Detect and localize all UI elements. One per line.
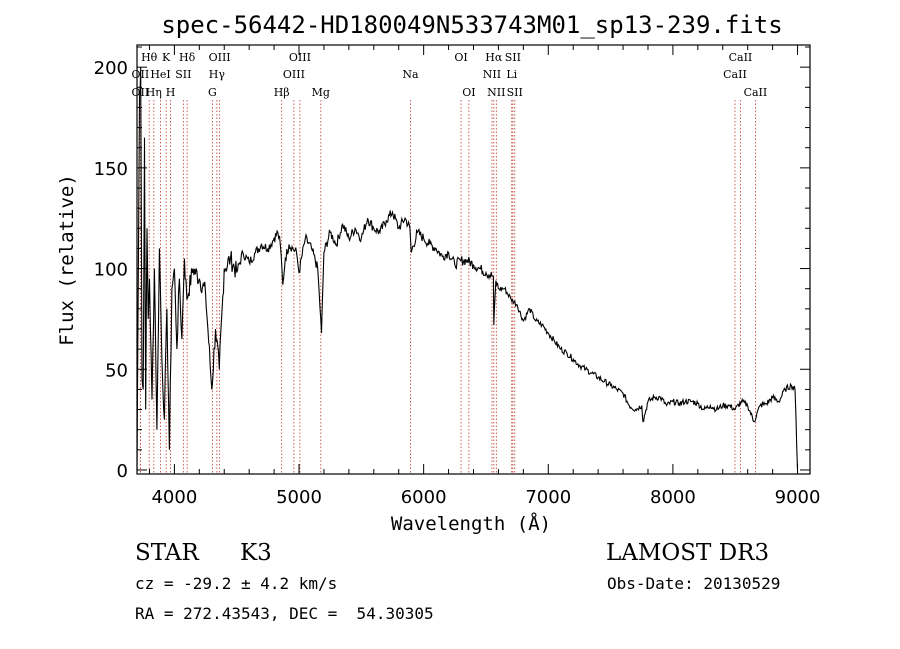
marker-label: Hα (485, 51, 503, 64)
marker-label: OIII (289, 51, 311, 64)
survey-label: LAMOST DR3 (606, 540, 769, 566)
object-subclass: K3 (240, 540, 272, 566)
spectral-line-labels: OII OII Hθ Hη HeI K H SII Hδ G Hγ OIII Hβ OIII OIII Mg N… (132, 51, 768, 99)
redshift-text: cz = -29.2 ± 4.2 km/s (135, 574, 337, 593)
chart-title: spec-56442-HD180049N533743M01_sp13-239.f… (161, 11, 782, 39)
marker-label: Hδ (179, 51, 196, 64)
y-tick-label: 200 (94, 58, 128, 79)
marker-label: OII (132, 68, 150, 81)
y-tick-label: 50 (105, 360, 128, 381)
marker-label: SII (175, 68, 191, 81)
x-tick-label: 9000 (775, 487, 821, 508)
y-axis-ticks: 0 50 100 150 200 (94, 46, 810, 482)
obs-date-text: Obs-Date: 20130529 (607, 574, 780, 593)
x-tick-label: 6000 (401, 487, 447, 508)
marker-label: CaII (723, 68, 747, 81)
x-tick-label: 4000 (151, 487, 197, 508)
x-axis-ticks: 4000 5000 6000 7000 8000 9000 (148, 45, 821, 508)
marker-label: CaII (729, 51, 753, 64)
marker-label: H (166, 86, 176, 99)
marker-label: CaII (744, 86, 768, 99)
y-tick-label: 100 (94, 260, 128, 281)
object-class: STAR (135, 540, 199, 566)
marker-label: HeI (150, 68, 170, 81)
y-tick-label: 150 (94, 159, 128, 180)
marker-label: G (208, 86, 217, 99)
x-tick-label: 8000 (650, 487, 696, 508)
marker-label: NII (487, 86, 505, 99)
marker-label: SII (505, 51, 521, 64)
marker-label: OI (454, 51, 467, 64)
spectrum-line (136, 67, 799, 471)
marker-label: Hγ (209, 68, 226, 81)
marker-label: Na (402, 68, 419, 81)
marker-label: OIII (209, 51, 231, 64)
marker-label: SII (507, 86, 523, 99)
spectral-line-markers (139, 100, 756, 474)
y-axis-label: Flux (relative) (56, 174, 78, 346)
marker-label: Hθ (141, 51, 158, 64)
plot-frame (136, 44, 811, 475)
y-tick-label: 0 (117, 461, 128, 482)
marker-label: Hβ (274, 86, 290, 99)
x-tick-label: 5000 (276, 487, 322, 508)
marker-label: Li (506, 68, 517, 81)
marker-label: OII (132, 86, 150, 99)
marker-label: K (162, 51, 171, 64)
marker-label: OIII (283, 68, 305, 81)
marker-label: Mg (312, 86, 330, 99)
coordinates-text: RA = 272.43543, DEC = 54.30305 (135, 604, 434, 623)
marker-label: NII (483, 68, 501, 81)
marker-label: Hη (146, 86, 162, 99)
x-tick-label: 7000 (525, 487, 571, 508)
x-axis-label: Wavelength (Å) (391, 512, 551, 535)
marker-label: OI (462, 86, 475, 99)
